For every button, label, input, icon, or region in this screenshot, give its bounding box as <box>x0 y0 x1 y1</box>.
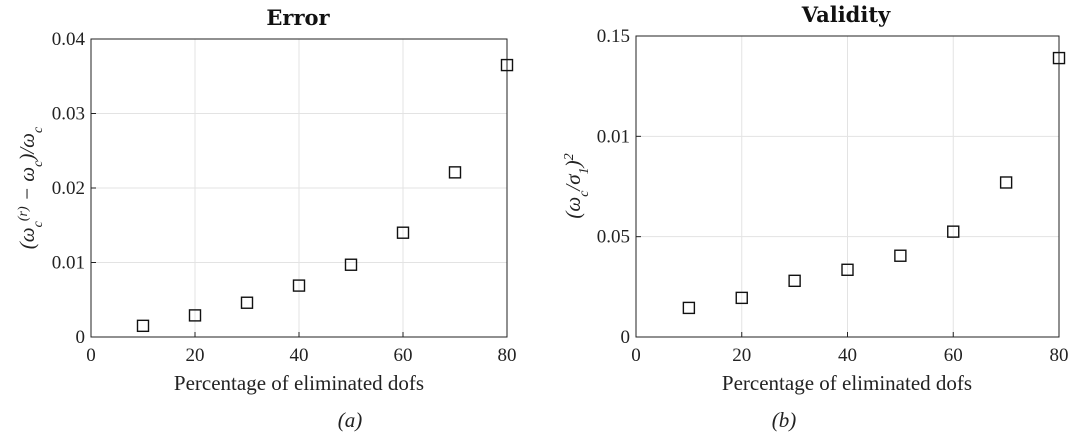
chart-a-data-point <box>500 58 514 72</box>
chart-a-y-tick-label: 0.01 <box>52 253 85 274</box>
chart-b-grid <box>636 36 1059 337</box>
chart-a-y-ticks: 0 0.01 0.02 0.03 0.04 <box>52 29 96 348</box>
chart-a-x-ticks: 0 20 40 60 80 <box>86 332 517 366</box>
chart-b-x-tick-label: 40 <box>838 345 857 366</box>
chart-a-x-tick-label: 60 <box>394 345 413 366</box>
chart-a-x-tick-label: 40 <box>290 345 309 366</box>
chart-a-data-point <box>396 226 410 239</box>
chart-b-x-tick-label: 0 <box>631 345 641 366</box>
svg-text:(ωc(r) − ωc)/ωc: (ωc(r) − ωc)/ωc <box>15 126 46 249</box>
chart-b-y-ticks: 0 0.05 0.01 0.15 <box>597 26 641 348</box>
chart-a-y-tick-label: 0 <box>76 327 86 348</box>
chart-b-data-point <box>999 176 1013 189</box>
chart-b-data-point <box>1052 51 1066 65</box>
chart-a-data-point <box>188 309 202 322</box>
chart-b-x-tick-label: 20 <box>732 345 751 366</box>
chart-a-data-point <box>344 258 358 271</box>
chart-a-data-point <box>448 166 462 179</box>
chart-b-data-point <box>682 301 696 315</box>
chart-a-data-point <box>240 296 254 309</box>
chart-panel-a: Error 0 20 40 60 80 0 0.01 0.02 0.03 0.04 Percen… <box>15 5 517 432</box>
chart-a-points <box>136 58 514 333</box>
chart-b-x-tick-label: 60 <box>944 345 963 366</box>
chart-b-data-point <box>735 291 748 305</box>
chart-a-x-tick-label: 20 <box>186 345 205 366</box>
chart-a-y-tick-label: 0.02 <box>52 178 85 199</box>
chart-a-x-tick-label: 80 <box>498 345 517 366</box>
chart-b-x-axis-label: Percentage of eliminated dofs <box>722 371 972 395</box>
chart-b-points <box>682 51 1066 315</box>
chart-a-y-tick-label: 0.04 <box>52 29 86 50</box>
chart-b-title: Validity <box>801 2 891 27</box>
chart-panel-b: Validity 0 20 40 60 80 0 0.05 0.01 0.15 Percent… <box>561 2 1069 432</box>
chart-b-y-tick-label: 0 <box>621 327 631 348</box>
chart-b-data-point <box>788 274 801 288</box>
chart-b-y-axis-label: (ωc/σ1)2 <box>561 153 592 218</box>
chart-a-y-axis-label: (ωc(r) − ωc)/ωc <box>15 126 46 249</box>
chart-b-y-tick-label: 0.01 <box>597 126 630 147</box>
chart-a-grid <box>91 39 507 337</box>
chart-b-caption: (b) <box>772 408 797 432</box>
chart-b-y-tick-label: 0.05 <box>597 227 630 248</box>
chart-a-caption: (a) <box>338 408 363 432</box>
chart-b-x-tick-label: 80 <box>1050 345 1069 366</box>
chart-b-data-point <box>947 225 960 238</box>
svg-text:(ωc/σ1)2: (ωc/σ1)2 <box>561 153 592 218</box>
chart-b-data-point <box>894 249 907 262</box>
chart-b-x-ticks: 0 20 40 60 80 <box>631 332 1069 366</box>
chart-a-data-point <box>136 319 150 333</box>
chart-a-x-tick-label: 0 <box>86 345 96 366</box>
chart-a-y-tick-label: 0.03 <box>52 104 85 125</box>
chart-a-data-point <box>292 279 306 292</box>
chart-b-data-point <box>841 263 854 276</box>
chart-a-x-axis-label: Percentage of eliminated dofs <box>174 371 424 395</box>
chart-b-y-tick-label: 0.15 <box>597 26 630 47</box>
chart-a-title: Error <box>266 5 330 30</box>
